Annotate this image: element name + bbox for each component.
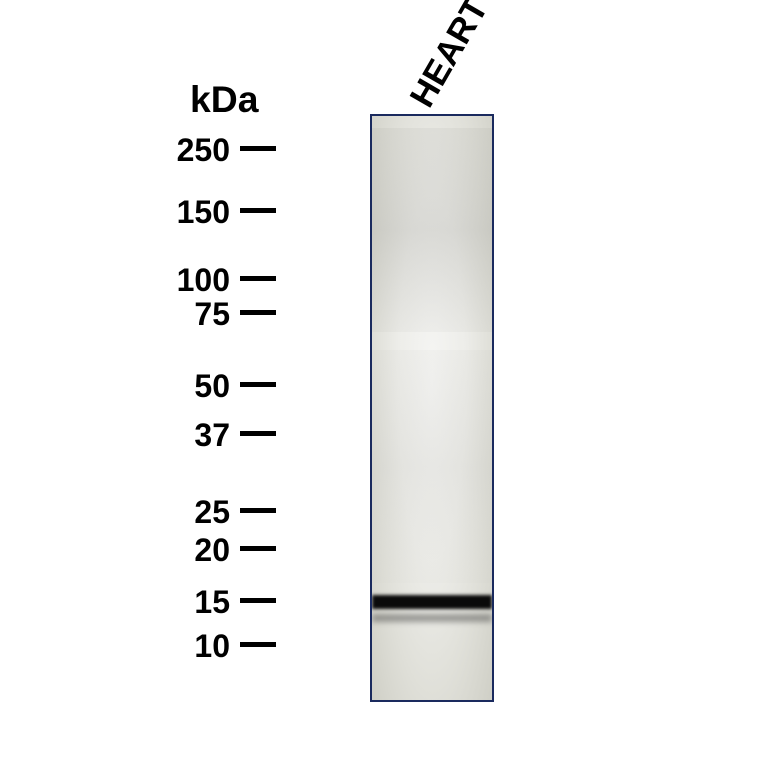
blot-lane [370,114,494,702]
marker-label-15: 15 [194,584,230,621]
marker-label-150: 150 [177,194,230,231]
marker-tick-25 [240,508,276,513]
blot-band-0 [372,595,492,609]
marker-label-75: 75 [194,296,230,333]
marker-label-100: 100 [177,262,230,299]
marker-tick-75 [240,310,276,315]
marker-tick-100 [240,276,276,281]
blot-smear-0 [372,128,492,332]
marker-tick-20 [240,546,276,551]
marker-tick-37 [240,431,276,436]
blot-smear-1 [372,350,492,584]
marker-label-10: 10 [194,628,230,665]
marker-label-20: 20 [194,532,230,569]
marker-tick-15 [240,598,276,603]
marker-label-25: 25 [194,494,230,531]
marker-tick-10 [240,642,276,647]
kda-unit-label: kDa [190,78,258,121]
marker-label-37: 37 [194,417,230,454]
blot-band-1 [372,614,492,622]
blot-figure: kDa HEART 250 150 10075 50 37 2520 15 10 [0,0,764,764]
marker-label-50: 50 [194,368,230,405]
marker-label-250: 250 [177,132,230,169]
marker-tick-150 [240,208,276,213]
lane-label-heart: HEART [403,0,496,114]
marker-tick-50 [240,382,276,387]
marker-tick-250 [240,146,276,151]
